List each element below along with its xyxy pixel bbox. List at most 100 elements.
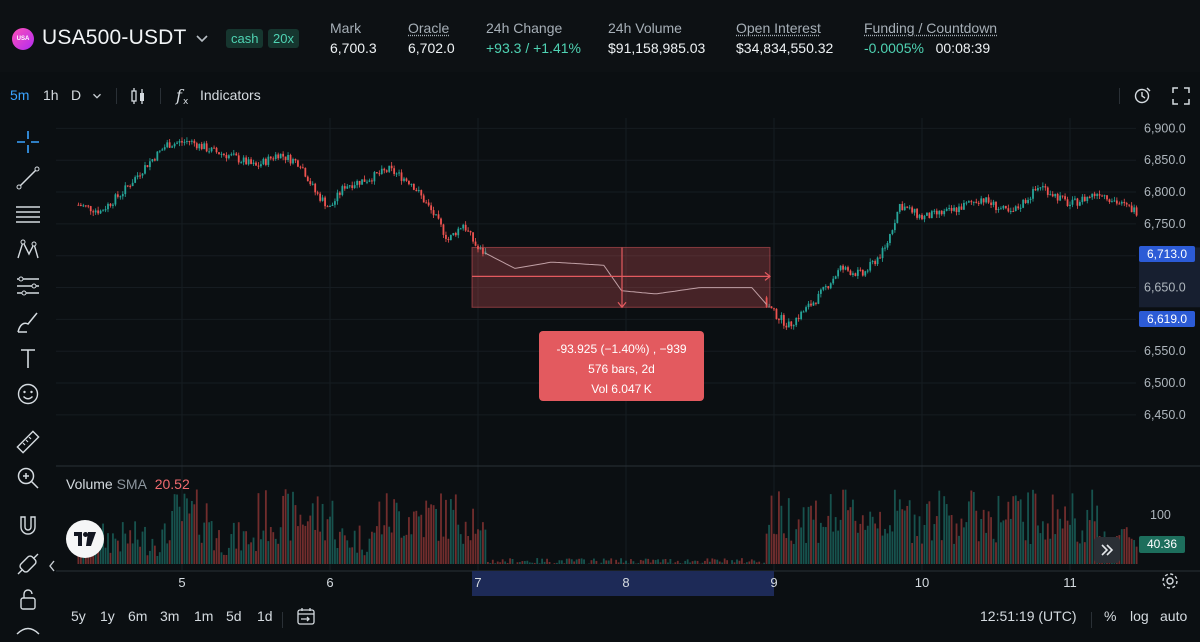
measure-volume: Vol 6.047 K	[591, 382, 652, 396]
volume-bar	[422, 537, 425, 564]
volume-bar	[859, 523, 862, 564]
candle	[817, 293, 820, 304]
range-1m[interactable]: 1m	[194, 608, 214, 624]
range-6m[interactable]: 6m	[128, 608, 148, 624]
volume-bar	[452, 509, 455, 564]
candle	[1061, 195, 1064, 197]
emoji-icon[interactable]	[14, 380, 42, 408]
auto-toggle[interactable]: auto	[1160, 608, 1188, 624]
volume-bar	[839, 519, 842, 564]
trend-line-icon[interactable]	[14, 164, 42, 192]
candle	[230, 154, 233, 156]
volume-bar	[738, 560, 741, 564]
candle	[269, 156, 272, 159]
eye-icon[interactable]	[14, 620, 42, 642]
candle	[960, 206, 963, 210]
percent-toggle[interactable]: %	[1104, 608, 1117, 624]
volume-bar	[659, 562, 662, 564]
text-icon[interactable]	[14, 344, 42, 372]
candle	[267, 156, 270, 165]
volume-bar	[607, 560, 610, 564]
volume-bar	[1074, 518, 1076, 564]
volume-bar	[1059, 518, 1062, 564]
candles-icon[interactable]	[127, 85, 149, 107]
volume-bar	[708, 561, 711, 564]
lock-icon[interactable]	[14, 586, 42, 614]
volume-bar	[679, 563, 682, 564]
candle	[99, 210, 102, 214]
candle	[945, 208, 948, 211]
volume-bar	[632, 561, 635, 564]
candle	[918, 214, 921, 218]
log-toggle[interactable]: log	[1130, 608, 1149, 624]
candle	[474, 241, 477, 246]
interval-dropdown-icon[interactable]	[90, 89, 104, 103]
interval-1h[interactable]: 1h	[43, 87, 59, 103]
chevron-down-icon[interactable]	[194, 30, 210, 46]
candle	[926, 212, 928, 216]
volume-bar	[516, 562, 519, 564]
interval-5m[interactable]: 5m	[10, 87, 30, 103]
volume-bar	[474, 533, 477, 564]
candle	[129, 185, 132, 187]
volume-bar	[255, 551, 257, 564]
magnet-icon[interactable]	[14, 512, 42, 540]
fullscreen-icon[interactable]	[1170, 85, 1192, 107]
candle	[235, 153, 238, 156]
volume-bar	[1071, 493, 1074, 564]
lock-drawings-icon[interactable]	[14, 550, 42, 578]
volume-bar	[716, 559, 719, 564]
candle	[195, 143, 198, 149]
volume-bar	[556, 562, 558, 564]
volume-bar	[896, 510, 899, 564]
fib-icon[interactable]	[14, 272, 42, 300]
volume-bar	[847, 510, 849, 564]
volume-bar	[343, 535, 346, 564]
candle	[765, 297, 768, 307]
alert-clock-icon[interactable]	[1132, 85, 1154, 107]
candle	[950, 208, 953, 211]
candle	[1098, 194, 1101, 196]
candle	[985, 197, 988, 203]
indicators-button[interactable]: Indicators	[200, 87, 261, 103]
volume-bar	[940, 540, 943, 564]
gear-icon[interactable]	[1160, 571, 1180, 591]
candle	[116, 194, 119, 197]
tradingview-logo[interactable]	[66, 520, 104, 558]
range-1y[interactable]: 1y	[100, 608, 115, 624]
volume-indicator-label[interactable]: Volume SMA 20.52	[66, 476, 190, 492]
volume-bar	[499, 562, 502, 564]
price-chart[interactable]: 6,900.06,850.06,800.06,750.06,700.06,650…	[56, 118, 1200, 600]
volume-bar	[267, 541, 270, 564]
chart-canvas[interactable]: 6,900.06,850.06,800.06,750.06,700.06,650…	[56, 118, 1200, 600]
goto-date-icon[interactable]	[296, 606, 316, 626]
brush-icon[interactable]	[14, 308, 42, 336]
volume-bar	[190, 500, 193, 564]
range-3m[interactable]: 3m	[160, 608, 180, 624]
horizontal-lines-icon[interactable]	[14, 200, 42, 228]
volume-bar	[1029, 543, 1032, 564]
volume-bar	[1064, 506, 1066, 564]
zoom-in-icon[interactable]	[14, 464, 42, 492]
range-5d[interactable]: 5d	[226, 608, 242, 624]
candle	[1086, 196, 1089, 202]
scroll-to-realtime-button[interactable]	[1094, 537, 1120, 563]
collapse-toolbar-icon[interactable]	[48, 560, 56, 572]
candle	[454, 232, 457, 236]
candle	[432, 210, 435, 216]
volume-bar	[220, 552, 223, 564]
range-5y[interactable]: 5y	[71, 608, 86, 624]
interval-d[interactable]: D	[71, 87, 82, 103]
function-icon[interactable]: f x	[172, 85, 194, 107]
drawing-toolbar	[0, 120, 56, 642]
symbol-title[interactable]: USA500-USDT	[42, 26, 187, 49]
volume-bar	[442, 536, 445, 564]
utc-clock[interactable]: 12:51:19 (UTC)	[980, 608, 1077, 624]
range-1d[interactable]: 1d	[257, 608, 273, 624]
ruler-icon[interactable]	[14, 428, 42, 456]
pattern-icon[interactable]	[14, 236, 42, 264]
candle	[112, 204, 114, 206]
volume-bar	[935, 516, 938, 564]
crosshair-icon[interactable]	[14, 128, 42, 156]
candle	[469, 230, 472, 233]
